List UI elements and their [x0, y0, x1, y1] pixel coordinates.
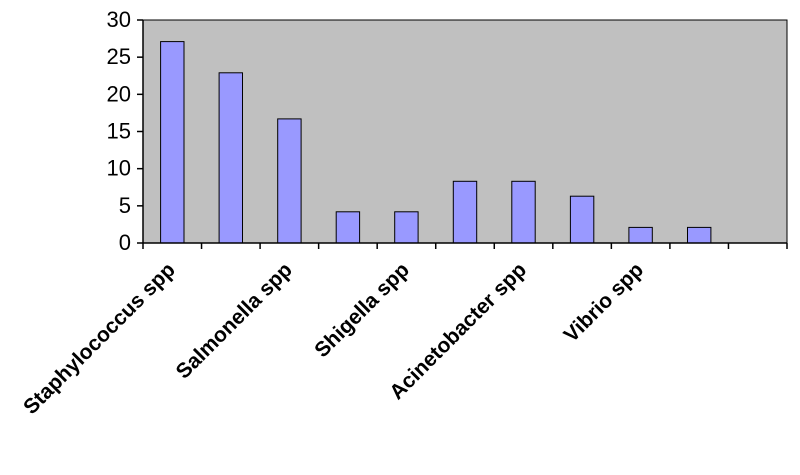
bar-4: [335, 211, 361, 244]
bar-10: [687, 226, 712, 244]
y-tick-label: 15: [107, 119, 131, 144]
y-tick-label: 20: [107, 81, 131, 106]
axes-group: [137, 19, 788, 249]
x-tick-label: Shigella spp: [310, 258, 414, 362]
bar-9: [628, 226, 653, 244]
bar-1: [160, 41, 185, 244]
y-tick-label: 0: [119, 230, 131, 255]
bars-group: [160, 41, 712, 244]
y-tick-label: 30: [107, 7, 131, 32]
bar-8: [569, 195, 595, 244]
bar-2: [218, 72, 244, 244]
bar-6: [452, 180, 478, 244]
y-tick-labels: 0 5 10 15 20 25 30: [107, 7, 131, 255]
x-tick-label: Staphylococcus spp: [19, 258, 180, 419]
bar-5: [394, 211, 419, 244]
y-tick-label: 5: [119, 193, 131, 218]
bar-7: [511, 180, 536, 244]
y-tick-label: 25: [107, 44, 131, 69]
x-tick-label: Salmonella spp: [172, 258, 297, 383]
x-tick-label: Vibrio spp: [560, 258, 649, 347]
y-tick-label: 10: [107, 156, 131, 181]
bar-3: [277, 118, 302, 244]
